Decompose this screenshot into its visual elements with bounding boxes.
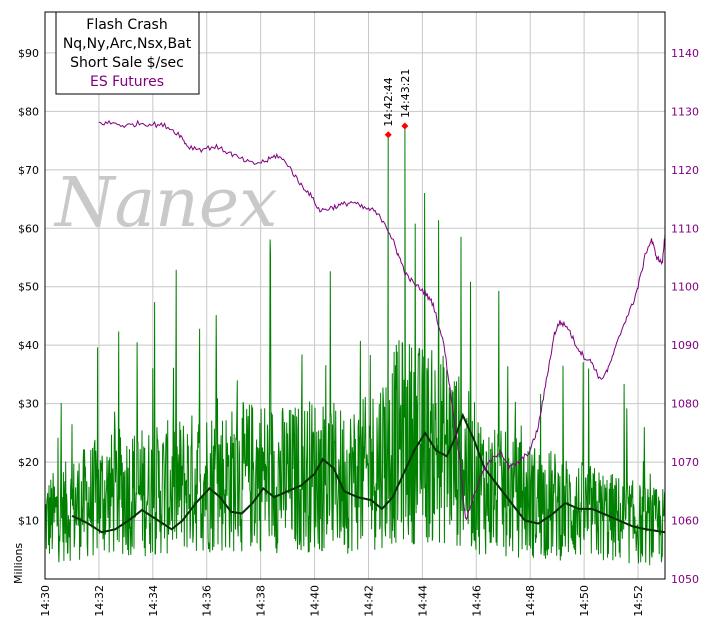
left-tick-label: $80 — [18, 105, 39, 118]
right-tick-label: 1120 — [671, 164, 699, 177]
axis-labels: $10 $20 $30 $40 $50 $60 $70 $80 $90 1050 1060 1070 1… — [18, 47, 699, 617]
left-tick-label: $10 — [18, 515, 39, 528]
title-line-1: Flash Crash — [86, 17, 167, 33]
left-tick-label: $30 — [18, 398, 39, 411]
spike-time-label: 14:42:44 — [382, 77, 395, 126]
right-tick-label: 1110 — [671, 222, 699, 235]
short-sale-series-line — [44, 125, 666, 566]
right-tick-label: 1130 — [671, 105, 699, 118]
left-tick-label: $50 — [18, 281, 39, 294]
right-tick-label: 1070 — [671, 456, 699, 469]
series-layer — [44, 119, 666, 566]
title-line-2: Nq,Ny,Arc,Nsx,Bat — [63, 36, 192, 52]
annotations: 14:42:44 14:43:21 — [382, 69, 412, 139]
x-tick-label: 14:42 — [362, 585, 375, 617]
title-box: Flash Crash Nq,Ny,Arc,Nsx,Bat Short Sale… — [55, 11, 200, 95]
x-tick-label: 14:40 — [309, 585, 322, 617]
right-tick-label: 1080 — [671, 398, 699, 411]
spike-marker — [384, 131, 392, 139]
watermark: Nanex — [53, 164, 277, 243]
left-tick-label: $40 — [18, 339, 39, 352]
x-tick-label: 14:50 — [578, 585, 591, 617]
x-tick-label: 14:36 — [201, 585, 214, 617]
right-tick-label: 1090 — [671, 339, 699, 352]
spike-time-label: 14:43:21 — [399, 69, 412, 118]
right-tick-label: 1100 — [671, 281, 699, 294]
x-tick-label: 14:48 — [524, 585, 537, 617]
title-line-3: Short Sale $/sec — [70, 55, 184, 71]
left-tick-label: $20 — [18, 456, 39, 469]
left-tick-label: $70 — [18, 164, 39, 177]
x-tick-label: 14:44 — [416, 585, 429, 617]
plot-border — [44, 11, 666, 580]
legend-es-futures: ES Futures — [90, 74, 164, 90]
es-futures-line — [98, 119, 666, 521]
spike-marker — [401, 122, 409, 130]
x-tick-label: 14:32 — [93, 585, 106, 617]
right-tick-label: 1060 — [671, 515, 699, 528]
x-tick-label: 14:52 — [632, 585, 645, 617]
left-tick-label: $90 — [18, 47, 39, 60]
right-tick-label: 1050 — [671, 573, 699, 586]
right-tick-label: 1140 — [671, 47, 699, 60]
left-tick-label: $60 — [18, 222, 39, 235]
y-axis-title: Millions — [12, 543, 25, 584]
moving-average-line — [71, 412, 666, 534]
x-tick-label: 14:34 — [147, 585, 160, 617]
x-tick-label: 14:46 — [470, 585, 483, 617]
x-tick-label: 14:38 — [255, 585, 268, 617]
title-box-frame — [55, 11, 200, 95]
x-tick-label: 14:30 — [39, 585, 52, 617]
